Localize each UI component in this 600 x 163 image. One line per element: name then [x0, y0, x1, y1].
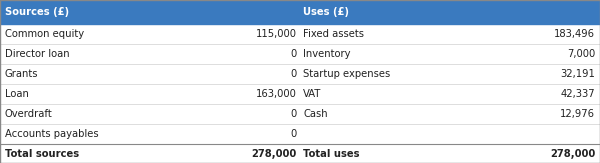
Bar	[0, 64, 600, 84]
Text: Loan: Loan	[5, 89, 29, 99]
Text: Cash: Cash	[303, 109, 328, 119]
Text: Director loan: Director loan	[5, 49, 70, 59]
Text: Accounts payables: Accounts payables	[5, 129, 98, 139]
Text: 32,191: 32,191	[560, 69, 595, 79]
Text: Fixed assets: Fixed assets	[303, 29, 364, 39]
Text: 278,000: 278,000	[252, 149, 297, 159]
Text: Grants: Grants	[5, 69, 38, 79]
Text: 278,000: 278,000	[550, 149, 595, 159]
Text: 7,000: 7,000	[567, 49, 595, 59]
Text: 0: 0	[291, 69, 297, 79]
Bar	[0, 144, 600, 163]
Text: 42,337: 42,337	[560, 89, 595, 99]
Text: Common equity: Common equity	[5, 29, 84, 39]
Bar	[0, 44, 600, 64]
Text: Sources (£): Sources (£)	[5, 7, 69, 17]
Text: 115,000: 115,000	[256, 29, 297, 39]
Text: 163,000: 163,000	[256, 89, 297, 99]
Text: Total uses: Total uses	[303, 149, 359, 159]
Text: Overdraft: Overdraft	[5, 109, 53, 119]
Text: 0: 0	[291, 49, 297, 59]
Text: Startup expenses: Startup expenses	[303, 69, 390, 79]
Text: Uses (£): Uses (£)	[303, 7, 349, 17]
Text: Inventory: Inventory	[303, 49, 350, 59]
Bar	[0, 104, 600, 124]
Text: VAT: VAT	[303, 89, 322, 99]
Bar	[0, 124, 600, 144]
Bar	[0, 24, 600, 44]
Text: 183,496: 183,496	[554, 29, 595, 39]
Text: 12,976: 12,976	[560, 109, 595, 119]
Bar	[0, 0, 600, 24]
Text: 0: 0	[291, 109, 297, 119]
Text: Total sources: Total sources	[5, 149, 79, 159]
Text: 0: 0	[291, 129, 297, 139]
Bar	[0, 84, 600, 104]
